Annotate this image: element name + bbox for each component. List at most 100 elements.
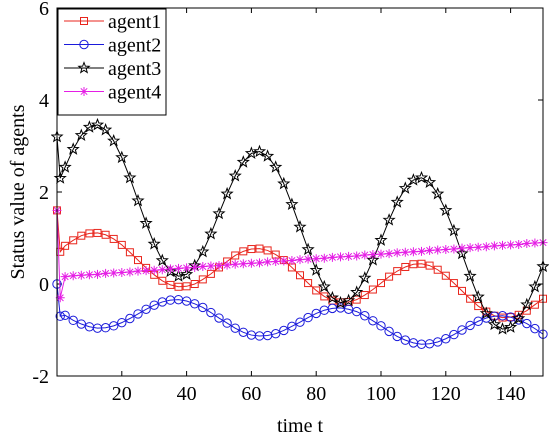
data-point [319, 253, 329, 263]
data-point [449, 279, 458, 288]
data-point [244, 146, 258, 159]
data-point [141, 266, 151, 276]
data-point [457, 325, 467, 335]
data-point [301, 242, 315, 256]
series-layer [51, 117, 549, 349]
data-point [487, 317, 501, 331]
legend-label: agent3 [108, 58, 161, 80]
data-point [433, 245, 443, 255]
data-point [520, 297, 534, 311]
data-point [311, 254, 321, 264]
data-point [99, 122, 113, 136]
data-point [417, 259, 426, 268]
data-point [293, 220, 307, 233]
data-point [279, 325, 289, 336]
data-point [414, 170, 429, 184]
data-point [417, 246, 426, 256]
data-point [317, 279, 331, 293]
y-tick-label: 0 [39, 274, 49, 296]
data-point [263, 246, 272, 255]
data-point [279, 256, 289, 266]
data-point [458, 286, 466, 295]
data-point [400, 247, 410, 257]
data-point [303, 254, 313, 264]
data-point [463, 269, 477, 282]
data-point [84, 270, 94, 280]
data-point [374, 233, 388, 246]
data-point [390, 195, 404, 208]
data-point [238, 327, 249, 337]
data-point [230, 259, 240, 269]
x-axis-label: time t [277, 415, 324, 437]
data-point [504, 320, 518, 333]
data-point [473, 316, 483, 326]
data-point [231, 251, 240, 260]
data-point [425, 245, 435, 255]
data-point [530, 323, 540, 334]
data-point [393, 267, 402, 276]
data-point [530, 300, 539, 309]
x-tick-label: 20 [112, 383, 132, 405]
data-point [425, 261, 434, 270]
data-point [311, 308, 321, 319]
data-point [296, 271, 304, 280]
series-1 [52, 279, 548, 349]
data-point [117, 240, 126, 249]
data-point [295, 255, 305, 265]
data-point [368, 316, 378, 326]
data-point [206, 307, 216, 318]
data-point [182, 282, 191, 291]
series-line [56, 210, 544, 319]
data-point [336, 252, 345, 262]
data-point [368, 285, 377, 294]
data-point [360, 291, 369, 300]
data-point [180, 267, 194, 280]
legend-label: agent4 [108, 82, 161, 104]
data-point [107, 134, 121, 147]
data-point [238, 259, 248, 269]
data-point [196, 244, 210, 258]
data-point [498, 240, 507, 250]
data-point [271, 328, 281, 339]
data-point [350, 285, 364, 298]
data-point [489, 241, 499, 251]
data-point [182, 263, 192, 273]
data-point [377, 279, 385, 288]
data-point [74, 128, 88, 142]
data-point [376, 249, 386, 259]
data-point [109, 268, 119, 278]
data-point [360, 250, 370, 260]
data-point [358, 271, 372, 284]
data-point [433, 265, 442, 274]
data-point [68, 315, 78, 326]
data-point [58, 160, 72, 173]
data-point [382, 213, 396, 226]
y-tick-label: 6 [39, 0, 49, 20]
data-point [431, 186, 445, 200]
data-point [149, 300, 159, 310]
data-point [157, 265, 167, 275]
data-point [465, 320, 475, 331]
data-point [174, 263, 183, 273]
data-point [261, 149, 275, 162]
y-tick-label: -2 [32, 366, 49, 388]
data-point [115, 150, 129, 164]
data-point [76, 270, 86, 280]
data-point [166, 280, 175, 289]
legend-marker [80, 17, 88, 25]
data-point [255, 258, 264, 268]
data-point [506, 240, 516, 250]
data-point [304, 279, 313, 288]
data-point [228, 168, 242, 182]
data-point [471, 289, 485, 303]
data-point [481, 242, 491, 252]
data-point [214, 261, 224, 271]
data-point [76, 319, 87, 329]
data-point [269, 160, 283, 173]
data-point [198, 262, 208, 272]
x-tick-label: 40 [177, 383, 197, 405]
data-point [295, 317, 305, 327]
data-point [252, 144, 267, 158]
data-point [368, 250, 378, 260]
data-point [309, 263, 323, 276]
